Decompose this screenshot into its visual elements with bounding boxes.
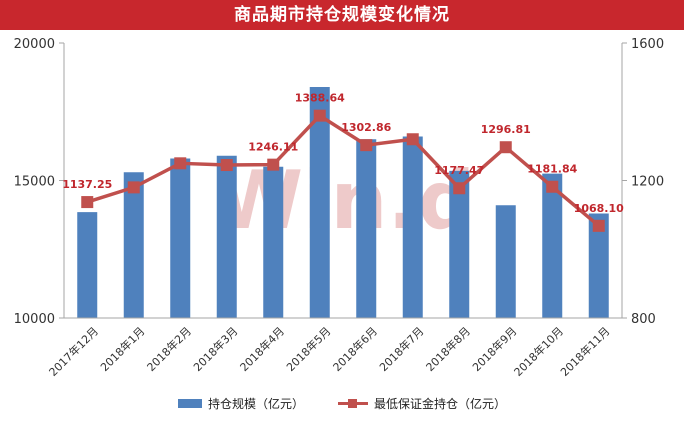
line-point <box>313 109 326 122</box>
bar <box>588 213 609 318</box>
chart-legend: 持仓规模（亿元） 最低保证金持仓（亿元） <box>0 392 684 414</box>
y-right-tick-label: 1200 <box>631 175 664 190</box>
watermark: Win.d <box>215 154 475 247</box>
bar <box>495 205 516 318</box>
legend-swatch-bar <box>177 398 202 408</box>
x-tick-label: 2017年12月 <box>46 324 101 379</box>
line-point <box>499 141 512 154</box>
x-tick-label: 2018年4月 <box>237 324 287 374</box>
chart-title: 商品期市持仓规模变化情况 <box>0 0 684 30</box>
x-tick-label: 2018年3月 <box>190 324 240 374</box>
y-left-tick-label: 15000 <box>14 175 55 190</box>
line-point <box>267 158 280 171</box>
data-label: 1246.11 <box>248 141 298 154</box>
legend-swatch-line <box>338 398 368 408</box>
data-label: 1068.10 <box>574 202 624 215</box>
data-label: 1137.25 <box>62 178 112 191</box>
y-left-tick-label: 20000 <box>14 37 55 52</box>
line-point <box>127 181 140 194</box>
line-point <box>453 182 466 195</box>
x-tick-label: 2018年5月 <box>283 324 333 374</box>
line-point <box>406 133 419 146</box>
bar <box>263 166 284 318</box>
x-tick-label: 2018年6月 <box>330 324 380 374</box>
y-right-tick-label: 800 <box>631 312 656 327</box>
bar <box>449 170 470 318</box>
x-tick-label: 2018年9月 <box>469 324 519 374</box>
line-point <box>174 157 187 170</box>
bar <box>77 212 98 318</box>
line-point <box>360 139 373 152</box>
x-tick-label: 2018年7月 <box>376 324 426 374</box>
x-tick-label: 2018年8月 <box>423 324 473 374</box>
bar <box>356 139 377 318</box>
line-point <box>546 180 559 193</box>
bar <box>542 173 563 318</box>
data-label: 1302.86 <box>341 121 391 134</box>
bar <box>216 155 237 318</box>
bar <box>170 158 191 318</box>
bar <box>402 136 423 318</box>
legend-label-bar: 持仓规模（亿元） <box>207 396 304 411</box>
x-tick-label: 2018年1月 <box>97 324 147 374</box>
line-point <box>220 159 233 172</box>
line-point <box>592 219 605 232</box>
data-label: 1177.47 <box>434 164 484 177</box>
legend-item-line: 最低保证金持仓（亿元） <box>338 395 506 412</box>
bar <box>123 172 144 318</box>
data-label: 1296.81 <box>481 123 531 136</box>
x-tick-label: 2018年2月 <box>144 324 194 374</box>
x-tick-label: 2018年11月 <box>557 324 612 379</box>
legend-item-bar: 持仓规模（亿元） <box>177 395 304 412</box>
y-right-tick-label: 1600 <box>631 37 664 52</box>
data-label: 1181.84 <box>527 163 577 176</box>
y-left-tick-label: 10000 <box>14 312 55 327</box>
line-series <box>86 113 600 228</box>
legend-label-line: 最低保证金持仓（亿元） <box>374 396 507 411</box>
chart-canvas: Win.d 10000 15000 20000 800 1200 1600 2017年12月… <box>14 37 664 379</box>
bar <box>309 87 330 318</box>
data-label: 1388.64 <box>295 92 345 105</box>
line-point <box>81 196 94 209</box>
